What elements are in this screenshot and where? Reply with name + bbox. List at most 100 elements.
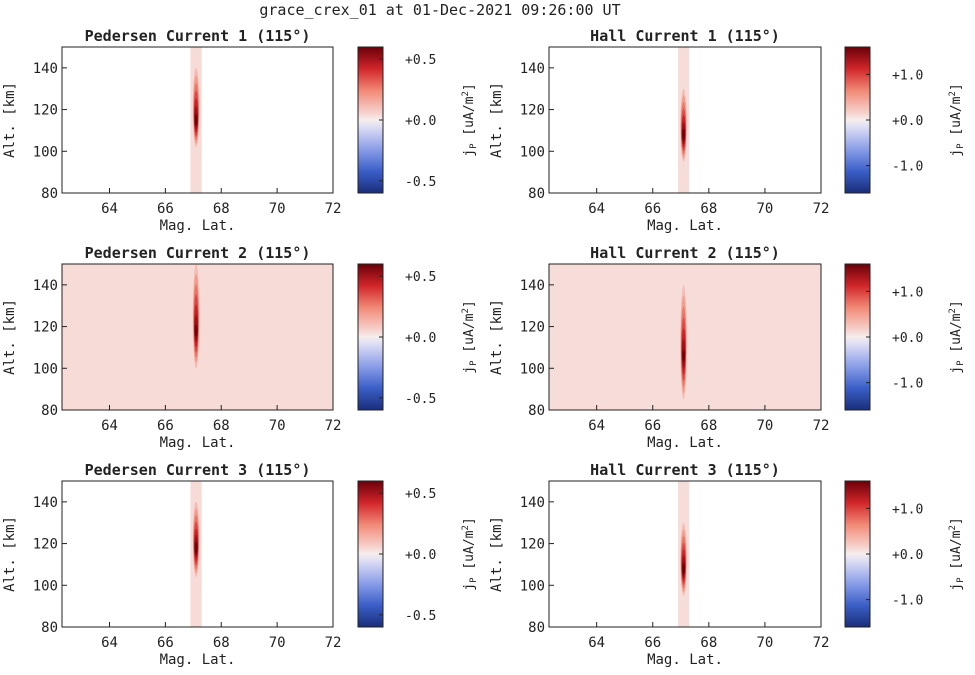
x-tick-label: 70 [269, 201, 286, 217]
colorbar-tick-label: -1.0 [892, 594, 923, 609]
subplot-3: Pedersen Current 2 (115°) 64 66 68 70 72 80 100… [2, 244, 479, 451]
y-tick-label: 100 [520, 144, 545, 160]
colorbar-tick-label: +0.5 [405, 270, 436, 285]
x-tick-label: 68 [213, 635, 230, 651]
x-tick-label: 72 [325, 418, 342, 434]
colorbar-tick-label: -0.5 [405, 609, 436, 624]
y-axis-label: Alt. [km] [2, 516, 18, 592]
colorbar [845, 264, 870, 410]
x-tick-label: 72 [813, 201, 830, 217]
y-tick-label: 140 [520, 61, 545, 77]
subplot-4: Hall Current 2 (115°) 64 66 68 70 72 80 100 120 1… [489, 244, 966, 451]
colorbar-tick-label: +0.0 [892, 331, 923, 346]
y-tick-label: 100 [33, 361, 58, 377]
plot-frame [61, 480, 334, 628]
plot-frame [548, 480, 822, 628]
plot-frame [61, 263, 334, 411]
x-axis-label: Mag. Lat. [160, 652, 236, 668]
colorbar-tick-label: +1.0 [892, 502, 923, 517]
colorbar-label: jP [uA/m2] [948, 517, 966, 590]
x-tick-label: 72 [325, 201, 342, 217]
y-axis-label: Alt. [km] [489, 299, 505, 375]
x-tick-label: 68 [213, 418, 230, 434]
plot-frame [548, 263, 822, 411]
subplot-title: Pedersen Current 1 (115°) [85, 27, 311, 45]
data-peak-layer [682, 349, 685, 362]
y-tick-label: 140 [33, 278, 58, 294]
y-tick-label: 140 [520, 495, 545, 511]
y-tick-label: 80 [41, 403, 58, 419]
colorbar [845, 481, 870, 627]
colorbar-tick-label: -0.5 [405, 392, 436, 407]
x-tick-label: 64 [101, 201, 118, 217]
x-tick-label: 64 [101, 635, 118, 651]
x-tick-label: 66 [644, 201, 661, 217]
data-peak-layer [194, 114, 198, 126]
subplot-2: Hall Current 1 (115°) 64 66 68 70 72 80 100 120 1… [489, 27, 966, 234]
x-tick-label: 68 [700, 635, 717, 651]
y-tick-label: 120 [33, 103, 58, 119]
subplot-6: Hall Current 3 (115°) 64 66 68 70 72 80 100 120 1… [489, 461, 966, 668]
colorbar-tick-label: +0.0 [405, 114, 436, 129]
x-tick-label: 72 [813, 418, 830, 434]
colorbar-tick-label: +0.5 [405, 53, 436, 68]
x-tick-label: 66 [644, 418, 661, 434]
y-tick-label: 120 [520, 103, 545, 119]
y-axis-label: Alt. [km] [489, 82, 505, 158]
subplot-title: Pedersen Current 2 (115°) [85, 244, 311, 262]
subplot-title: Hall Current 2 (115°) [590, 244, 780, 262]
colorbar [845, 47, 870, 193]
y-tick-label: 120 [520, 320, 545, 336]
y-tick-label: 140 [520, 278, 545, 294]
subplot-title: Hall Current 3 (115°) [590, 461, 780, 479]
colorbar-label: jP [uA/m2] [461, 300, 479, 373]
x-tick-label: 70 [756, 201, 773, 217]
colorbar-tick-label: +1.0 [892, 68, 923, 83]
colorbar-tick-label: +0.0 [405, 548, 436, 563]
x-tick-label: 70 [756, 635, 773, 651]
colorbar-label: jP [uA/m2] [461, 83, 479, 156]
x-tick-label: 66 [644, 635, 661, 651]
figure-title: grace_crex_01 at 01-Dec-2021 09:26:00 UT [259, 1, 620, 19]
data-peak-layer [682, 562, 685, 575]
x-tick-label: 68 [700, 201, 717, 217]
y-tick-label: 140 [33, 61, 58, 77]
x-tick-label: 68 [700, 418, 717, 434]
colorbar-tick-label: +0.5 [405, 487, 436, 502]
y-tick-label: 80 [528, 620, 545, 636]
y-tick-label: 80 [528, 403, 545, 419]
colorbar [358, 264, 383, 410]
colorbar-tick-label: +0.0 [892, 114, 923, 129]
x-tick-label: 64 [588, 635, 605, 651]
x-tick-label: 72 [813, 635, 830, 651]
x-tick-label: 70 [269, 418, 286, 434]
x-tick-label: 68 [213, 201, 230, 217]
y-tick-label: 100 [520, 578, 545, 594]
subplot-title: Pedersen Current 3 (115°) [85, 461, 311, 479]
y-tick-label: 120 [33, 537, 58, 553]
x-tick-label: 66 [157, 418, 174, 434]
plot-frame [548, 46, 822, 194]
plot-frame [61, 46, 334, 194]
y-axis-label: Alt. [km] [2, 82, 18, 158]
colorbar-label: jP [uA/m2] [948, 300, 966, 373]
x-tick-label: 64 [101, 418, 118, 434]
x-tick-label: 70 [756, 418, 773, 434]
subplot-5: Pedersen Current 3 (115°) 64 66 68 70 72 80 100… [2, 461, 479, 668]
colorbar-label: jP [uA/m2] [461, 517, 479, 590]
x-axis-label: Mag. Lat. [647, 652, 723, 668]
colorbar-tick-label: +0.0 [405, 331, 436, 346]
data-peak-layer [194, 541, 198, 554]
x-tick-label: 66 [157, 635, 174, 651]
x-tick-label: 64 [588, 201, 605, 217]
x-axis-label: Mag. Lat. [160, 218, 236, 234]
y-tick-label: 100 [33, 578, 58, 594]
y-tick-label: 120 [520, 537, 545, 553]
colorbar-tick-label: -1.0 [892, 377, 923, 392]
x-tick-label: 70 [269, 635, 286, 651]
colorbar-tick-label: +1.0 [892, 285, 923, 300]
x-axis-label: Mag. Lat. [647, 435, 723, 451]
x-axis-label: Mag. Lat. [160, 435, 236, 451]
data-peak-layer [682, 128, 685, 141]
